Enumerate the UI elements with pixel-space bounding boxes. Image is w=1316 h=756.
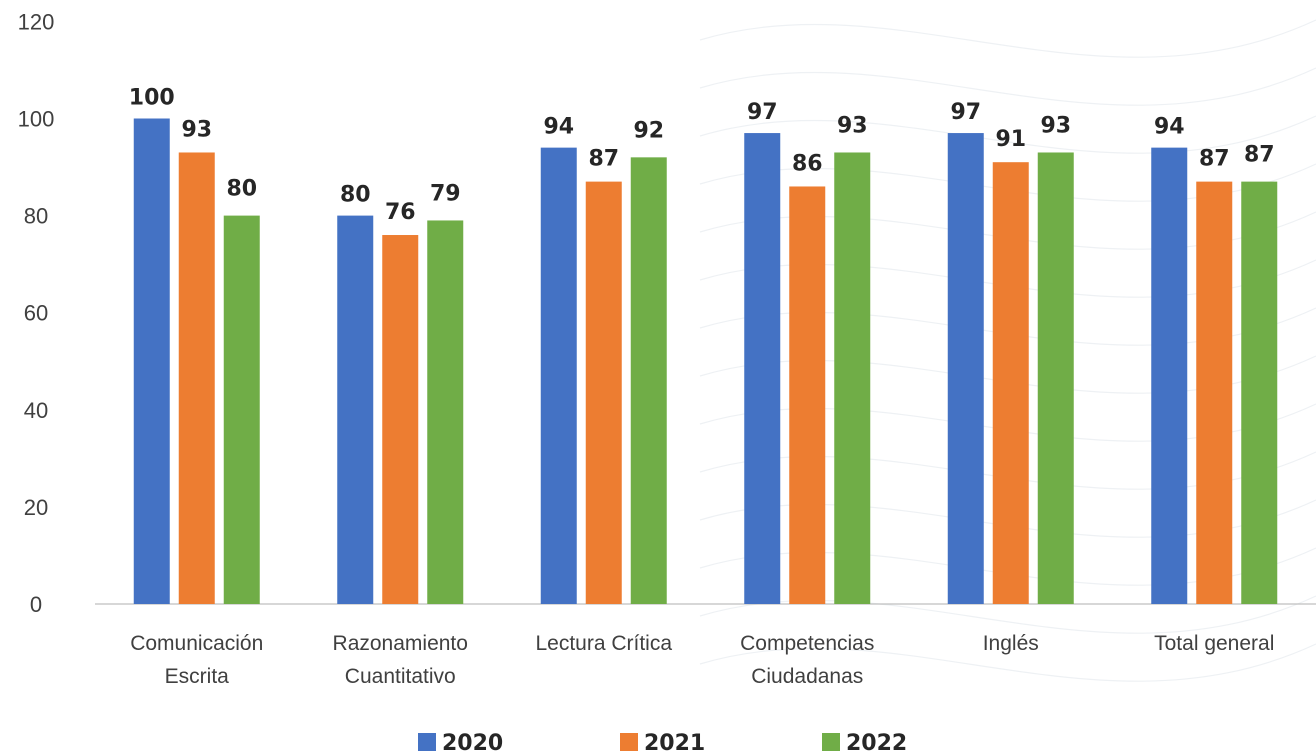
bars — [133, 118, 1278, 605]
data-label: 93 — [837, 113, 868, 138]
x-tick-label: Razonamiento — [333, 632, 468, 655]
bar-2021-5 — [1196, 181, 1233, 605]
bar-2020-0 — [133, 118, 170, 604]
bar-2021-4 — [992, 162, 1029, 604]
data-label: 79 — [430, 181, 461, 206]
data-label: 100 — [129, 86, 175, 111]
y-tick-label: 0 — [30, 592, 42, 617]
legend-swatch-2022 — [822, 733, 840, 751]
data-label: 97 — [747, 100, 778, 125]
data-label: 94 — [1154, 115, 1185, 140]
bar-2020-1 — [337, 215, 374, 604]
x-tick-label: Total general — [1154, 632, 1274, 655]
background-wave — [699, 115, 1316, 154]
bar-2022-0 — [223, 215, 260, 604]
bar-2020-5 — [1151, 147, 1188, 604]
data-label: 91 — [995, 127, 1026, 152]
bar-2021-2 — [585, 181, 622, 605]
y-tick-label: 120 — [18, 9, 55, 34]
data-label: 87 — [1244, 143, 1275, 168]
bar-2022-4 — [1037, 152, 1074, 605]
data-label: 80 — [226, 177, 257, 202]
bar-2022-3 — [834, 152, 871, 605]
x-tick-label: Escrita — [165, 665, 230, 688]
data-label: 92 — [633, 118, 664, 143]
bar-2020-4 — [947, 133, 984, 604]
bar-2022-2 — [630, 157, 667, 604]
bar-2020-3 — [744, 133, 781, 604]
data-label: 87 — [588, 147, 619, 172]
bar-2022-5 — [1241, 181, 1278, 605]
data-label: 86 — [792, 151, 823, 176]
x-tick-label: Cuantitativo — [345, 665, 456, 688]
bar-2021-1 — [382, 235, 419, 604]
data-label: 93 — [181, 117, 212, 142]
data-label: 94 — [543, 115, 574, 140]
y-tick-label: 80 — [24, 204, 48, 229]
legend-label-2022: 2022 — [846, 731, 907, 756]
data-label: 87 — [1199, 147, 1230, 172]
background-wave — [699, 19, 1316, 58]
x-tick-label: Lectura Crítica — [535, 632, 672, 655]
x-tick-label: Comunicación — [130, 632, 263, 655]
y-tick-label: 20 — [24, 495, 48, 520]
background-wave — [699, 595, 1316, 634]
background-wave — [699, 643, 1316, 682]
x-tick-label: Inglés — [983, 632, 1039, 655]
bar-2020-2 — [540, 147, 577, 604]
data-label: 93 — [1040, 113, 1071, 138]
bar-2021-0 — [178, 152, 215, 605]
y-tick-label: 60 — [24, 301, 48, 326]
legend-label-2020: 2020 — [442, 731, 503, 756]
legend-label-2021: 2021 — [644, 731, 705, 756]
legend-swatch-2021 — [620, 733, 638, 751]
background-wave — [699, 67, 1316, 106]
y-tick-label: 40 — [24, 398, 48, 423]
x-tick-label: Competencias — [740, 632, 874, 655]
axes: 0 20 40 60 80 100 120 Comunicación Escrita Razona… — [18, 9, 1316, 688]
legend: 2020 2021 2022 — [418, 731, 907, 756]
data-label: 80 — [340, 183, 371, 208]
data-label: 97 — [950, 100, 981, 125]
bar-2021-3 — [789, 186, 826, 604]
data-label: 76 — [385, 200, 416, 225]
x-tick-label: Ciudadanas — [751, 665, 863, 688]
legend-swatch-2020 — [418, 733, 436, 751]
y-tick-label: 100 — [18, 107, 55, 132]
bar-2022-1 — [427, 220, 464, 604]
